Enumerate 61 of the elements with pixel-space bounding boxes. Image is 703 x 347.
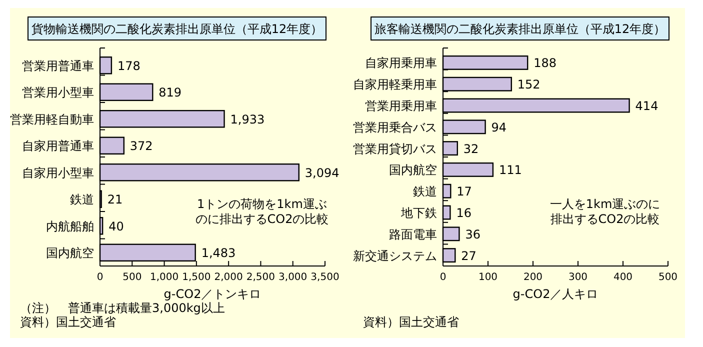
data-label: 36 — [465, 227, 480, 242]
x-tick-label: 1,500 — [182, 272, 211, 283]
x-axis-title: g-CO2／人キロ — [512, 287, 598, 301]
y-tick-label: 自家用乗用車 — [365, 56, 437, 70]
y-tick-label: 国内航空 — [389, 163, 437, 178]
x-tick-label: 0 — [440, 272, 446, 283]
annotation: 一人を1km運ぶのに — [550, 197, 660, 212]
chart-title: 貨物輸送機関の二酸化炭素排出原単位（平成12年度） — [31, 22, 323, 36]
y-tick-label: 営業用貸切バス — [353, 142, 437, 156]
x-tick-label: 100 — [478, 272, 498, 283]
annotation: のに排出するCO2の比較 — [195, 212, 329, 226]
x-tick-label: 1,000 — [150, 272, 179, 283]
data-label: 27 — [461, 248, 476, 263]
y-tick-label: 営業用小型車 — [22, 86, 94, 100]
data-label: 32 — [463, 142, 479, 156]
data-label: 17 — [456, 184, 472, 199]
y-tick-label: 鉄道 — [70, 192, 94, 207]
x-tick-label: 2,000 — [214, 272, 243, 283]
data-label: 1,933 — [230, 112, 265, 126]
data-label: 152 — [517, 78, 540, 92]
x-tick-label: 300 — [568, 272, 588, 283]
data-label: 16 — [456, 206, 472, 220]
y-tick-label: 自家用普通車 — [22, 139, 94, 154]
x-tick-label: 3,500 — [310, 272, 340, 283]
x-tick-label: 500 — [122, 272, 142, 283]
x-tick-label: 2,500 — [246, 272, 276, 283]
data-label: 3,094 — [304, 166, 340, 180]
text: （注） 普通車は積載量3,000kg以上 — [20, 301, 225, 315]
data-label: 414 — [635, 99, 658, 113]
y-tick-label: 新交通システム — [353, 248, 437, 263]
x-axis-title: g-CO2／トンキロ — [164, 287, 262, 301]
x-tick-label: 0 — [96, 272, 104, 283]
data-label: 372 — [130, 139, 153, 154]
annotation: 排出するCO2の比較 — [550, 212, 660, 226]
y-tick-label: 路面電車 — [389, 227, 437, 242]
y-tick-label: 自家用小型車 — [22, 166, 94, 180]
x-tick-label: 500 — [658, 272, 678, 283]
data-label: 1,483 — [201, 246, 236, 260]
x-tick-label: 400 — [613, 272, 633, 283]
y-tick-label: 営業用普通車 — [22, 58, 94, 73]
y-tick-label: 国内航空 — [46, 246, 94, 260]
y-tick-label: 営業用乗用車 — [365, 99, 437, 113]
x-tick-label: 3,000 — [278, 272, 308, 283]
data-label: 819 — [158, 86, 182, 100]
data-label: 94 — [491, 120, 507, 134]
data-label: 21 — [107, 192, 123, 207]
data-label: 178 — [117, 58, 140, 73]
y-tick-label: 営業用乗合バス — [353, 120, 437, 134]
data-label: 40 — [108, 219, 124, 234]
text: 資料）国土交通省 — [363, 315, 459, 329]
y-tick-label: 内航船舶 — [46, 219, 94, 234]
y-tick-label: 営業用軽自動車 — [10, 112, 94, 126]
text: 資料）国土交通省 — [20, 315, 116, 329]
x-tick-label: 200 — [523, 272, 543, 283]
data-label: 111 — [498, 163, 522, 178]
y-tick-label: 地下鉄 — [400, 206, 437, 220]
annotation: 1トンの荷物を1km運ぶ — [197, 197, 327, 212]
chart-title: 旅客輸送機関の二酸化炭素排出原単位（平成12年度） — [374, 22, 666, 36]
data-label: 188 — [534, 56, 557, 70]
y-tick-label: 自家用軽乗用車 — [353, 78, 437, 92]
y-tick-label: 鉄道 — [413, 184, 437, 199]
